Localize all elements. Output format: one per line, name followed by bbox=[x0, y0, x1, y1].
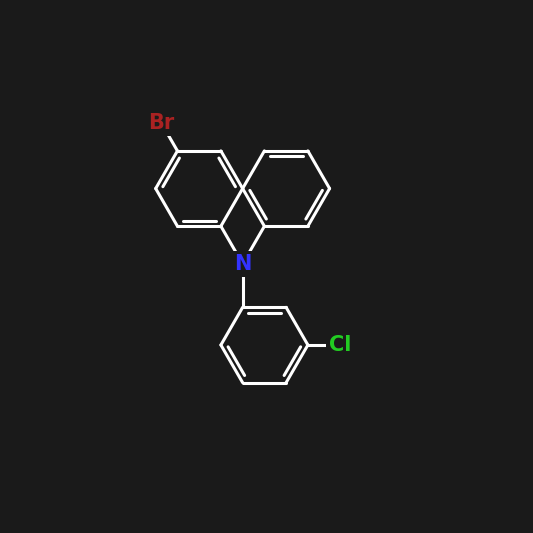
Text: N: N bbox=[234, 254, 252, 274]
Text: Br: Br bbox=[148, 112, 174, 133]
Text: Cl: Cl bbox=[329, 335, 352, 355]
